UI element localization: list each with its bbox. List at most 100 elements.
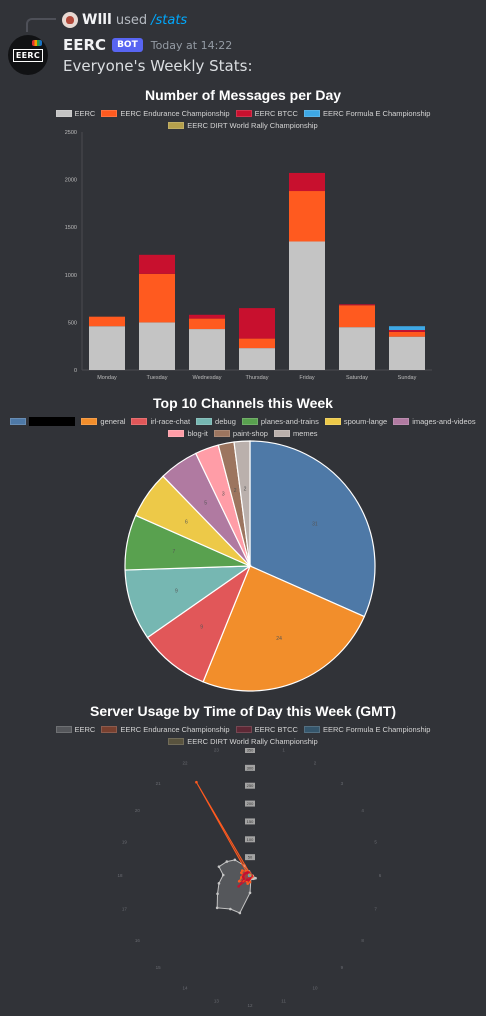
legend-item-images-and-videos[interactable]: images-and-videos <box>393 417 475 426</box>
radar-point[interactable] <box>218 865 221 868</box>
x-tick-label: Saturday <box>346 375 368 381</box>
legend-item-debug[interactable]: debug <box>196 417 236 426</box>
slash-command-link[interactable]: /stats <box>151 13 187 28</box>
y-tick-label: 2500 <box>65 130 77 136</box>
legend-item-eerc-btcc[interactable]: EERC BTCC <box>236 109 298 118</box>
bar-sunday-eerc[interactable] <box>389 337 425 370</box>
legend-label: planes-and-trains <box>261 417 319 426</box>
bar-wednesday-eerc-btcc[interactable] <box>189 315 225 319</box>
radar-point[interactable] <box>237 885 240 888</box>
bar-saturday-eerc[interactable] <box>339 327 375 370</box>
bar-sunday-eerc-btcc[interactable] <box>389 330 425 332</box>
radar-point[interactable] <box>226 860 229 863</box>
hour-label: 4 <box>361 808 364 813</box>
legend-item-eerc-formula-e-championship[interactable]: EERC Formula E Championship <box>304 725 431 734</box>
radar-point[interactable] <box>216 892 219 895</box>
radar-point[interactable] <box>249 892 252 895</box>
hour-label: 1 <box>282 748 285 752</box>
message-timestamp[interactable]: Today at 14:22 <box>151 39 233 52</box>
radar-point[interactable] <box>249 874 252 877</box>
bar-wednesday-eerc[interactable] <box>189 329 225 370</box>
bar-sunday-eerc-endurance-championship[interactable] <box>389 332 425 337</box>
radar-point[interactable] <box>218 882 221 885</box>
bar-thursday-eerc[interactable] <box>239 348 275 370</box>
pie-chart: 31249976532 2 <box>0 436 486 696</box>
bar-wednesday-eerc-endurance-championship[interactable] <box>189 319 225 329</box>
legend-item-planes-and-trains[interactable]: planes-and-trains <box>242 417 319 426</box>
legend-item-eerc[interactable]: EERC <box>56 109 96 118</box>
pie-value-label: 2 <box>234 488 237 494</box>
bar-monday-eerc-endurance-championship[interactable] <box>89 317 125 327</box>
legend-item-eerc-endurance-championship[interactable]: EERC Endurance Championship <box>101 725 229 734</box>
bar-thursday-eerc-btcc[interactable] <box>239 308 275 338</box>
legend-redacted-label <box>29 417 75 426</box>
bar-monday-eerc[interactable] <box>89 326 125 370</box>
bar-friday-eerc-btcc[interactable] <box>289 173 325 191</box>
radar-point[interactable] <box>222 874 225 877</box>
legend-item-eerc-btcc[interactable]: EERC BTCC <box>236 725 298 734</box>
hour-label: 10 <box>312 986 318 991</box>
bot-username[interactable]: EERC <box>63 36 106 54</box>
pie-chart-legend: general irl-race-chat debug planes-and-trai… <box>0 417 486 438</box>
legend-item-general[interactable]: general <box>81 417 125 426</box>
bar-tuesday-eerc[interactable] <box>139 322 175 370</box>
avatar-stripe <box>32 40 42 46</box>
legend-swatch <box>242 418 258 425</box>
x-tick-label: Tuesday <box>147 375 168 381</box>
legend-label: irl-race-chat <box>150 417 190 426</box>
x-tick-label: Sunday <box>398 375 417 381</box>
reply-reference[interactable]: Wlll used /stats <box>62 11 187 29</box>
bar-saturday-eerc-endurance-championship[interactable] <box>339 305 375 327</box>
reply-user-avatar[interactable] <box>62 12 78 28</box>
hour-label: 18 <box>117 873 123 878</box>
legend-item-item[interactable] <box>10 417 75 426</box>
legend-label: images-and-videos <box>412 417 475 426</box>
hour-label: 22 <box>182 760 188 765</box>
radar-area-eerc[interactable] <box>217 860 255 913</box>
reply-username[interactable]: Wlll <box>82 12 112 28</box>
radar-point[interactable] <box>238 880 241 883</box>
legend-label: EERC Formula E Championship <box>323 725 431 734</box>
radar-point[interactable] <box>246 878 249 881</box>
message-header: EERC BOT Today at 14:22 <box>63 35 232 55</box>
radar-point[interactable] <box>239 912 242 915</box>
hour-label: 14 <box>182 986 188 991</box>
legend-item-eerc-endurance-championship[interactable]: EERC Endurance Championship <box>101 109 229 118</box>
bar-tuesday-eerc-endurance-championship[interactable] <box>139 274 175 323</box>
bar-tuesday-eerc-btcc[interactable] <box>139 255 175 274</box>
legend-label: EERC BTCC <box>255 725 298 734</box>
hour-label: 2 <box>314 760 317 765</box>
radar-point[interactable] <box>241 869 244 872</box>
hour-label: 9 <box>341 965 344 970</box>
legend-item-spoum-lange[interactable]: spoum-lange <box>325 417 387 426</box>
legend-label: debug <box>215 417 236 426</box>
radar-point[interactable] <box>216 907 219 910</box>
legend-label: EERC BTCC <box>255 109 298 118</box>
bar-sunday-eerc-formula-e-championship[interactable] <box>389 326 425 330</box>
radial-tick-label: 150 <box>247 819 254 824</box>
radar-point[interactable] <box>246 882 249 885</box>
bar-friday-eerc[interactable] <box>289 241 325 370</box>
legend-item-eerc-dirt-world-rally-championship[interactable]: EERC DIRT World Rally Championship <box>168 737 317 746</box>
legend-item-eerc-formula-e-championship[interactable]: EERC Formula E Championship <box>304 109 431 118</box>
legend-label: spoum-lange <box>344 417 387 426</box>
bot-avatar[interactable]: EERC <box>8 35 48 75</box>
radar-point[interactable] <box>234 859 237 862</box>
legend-item-irl-race-chat[interactable]: irl-race-chat <box>131 417 190 426</box>
legend-item-eerc[interactable]: EERC <box>56 725 96 734</box>
pie-value-label: 24 <box>276 636 282 642</box>
hour-label: 12 <box>247 1003 253 1008</box>
hour-label: 23 <box>214 748 220 752</box>
bar-saturday-eerc-btcc[interactable] <box>339 304 375 305</box>
bar-thursday-eerc-endurance-championship[interactable] <box>239 339 275 349</box>
radial-tick-label: 350 <box>247 748 254 753</box>
pie-value-label: 5 <box>204 500 207 506</box>
legend-label: EERC Endurance Championship <box>120 109 229 118</box>
radar-point[interactable] <box>229 908 232 911</box>
avatar-logo-text: EERC <box>13 49 43 62</box>
legend-swatch <box>304 110 320 117</box>
legend-swatch <box>236 726 252 733</box>
bar-friday-eerc-endurance-championship[interactable] <box>289 191 325 241</box>
pie-value-label: 7 <box>173 549 176 555</box>
radar-point[interactable] <box>195 781 198 784</box>
